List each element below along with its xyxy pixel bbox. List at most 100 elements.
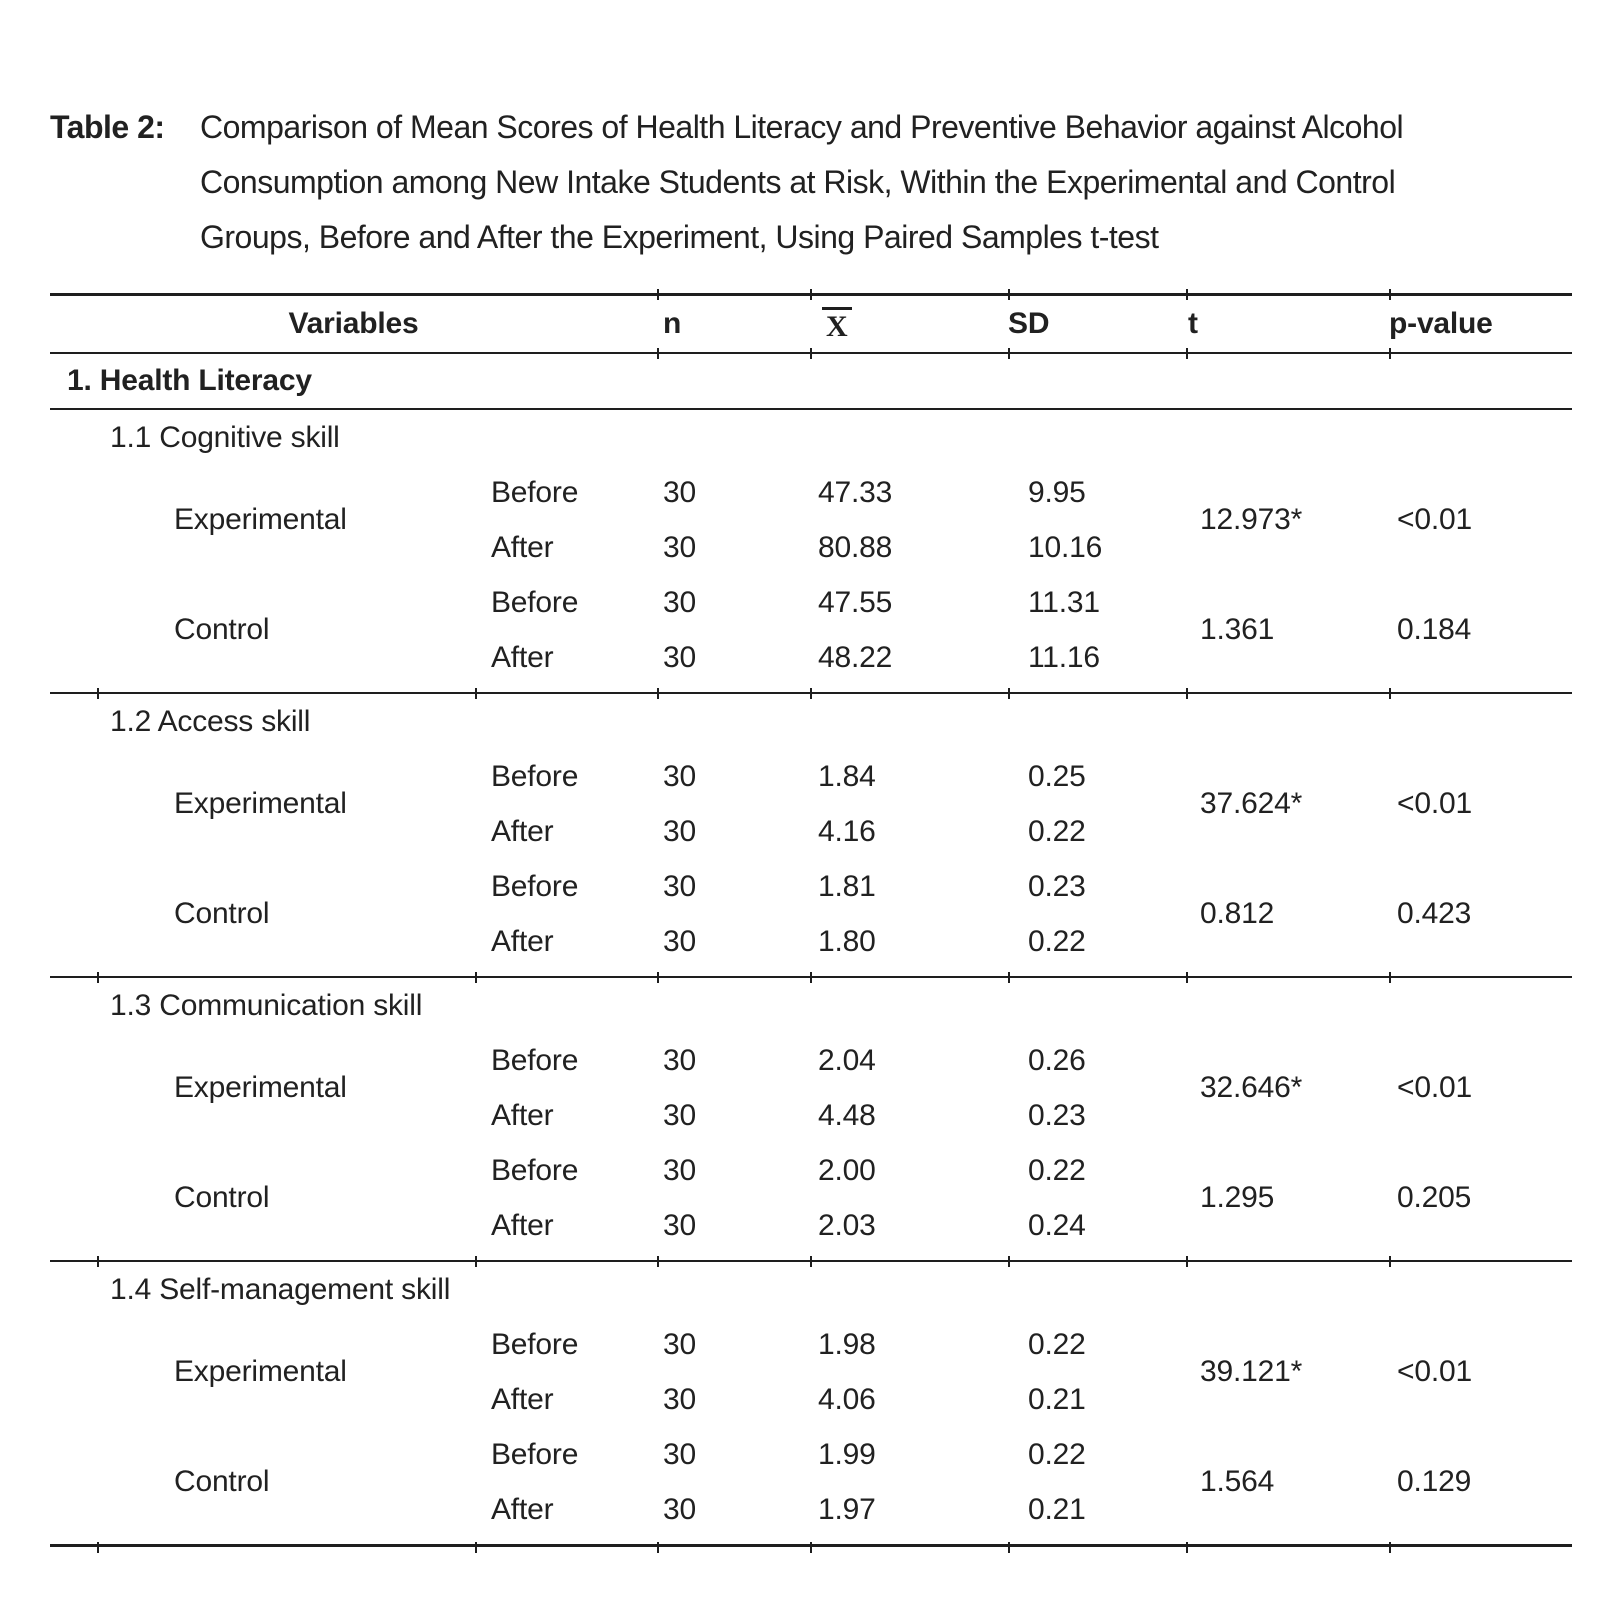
group-label: Control: [174, 1465, 270, 1498]
table-caption: Table 2: Comparison of Mean Scores of He…: [50, 100, 1620, 265]
sd-cell: 0.23: [1028, 1098, 1086, 1132]
mean-cell: 47.55: [818, 585, 893, 619]
mean-cell: 1.80: [818, 924, 876, 958]
table-row: After 30 80.88 10.16: [50, 520, 1572, 575]
sd-cell: 0.22: [1028, 814, 1086, 848]
p-cell: 0.423: [1397, 897, 1472, 930]
indent-cell: [50, 1033, 97, 1088]
indent-cell: [50, 575, 97, 630]
table-row: After 30 4.48 0.23: [50, 1088, 1572, 1143]
t-cell: 12.973*: [1200, 503, 1303, 536]
subsection-row: 1.2 Access skill: [50, 693, 1572, 749]
sd-cell: 0.21: [1028, 1382, 1086, 1416]
subsection-heading: 1.1 Cognitive skill: [110, 420, 340, 454]
time-cell: After: [491, 1098, 554, 1132]
time-cell: Before: [491, 869, 579, 903]
n-cell: 30: [663, 759, 697, 793]
table-row: After 30 48.22 11.16: [50, 630, 1572, 685]
section-rule: [50, 1537, 1573, 1547]
p-cell: <0.01: [1397, 503, 1472, 536]
table-row: After 30 2.03 0.24: [50, 1198, 1572, 1253]
section-rule: [50, 969, 1573, 978]
col-header-mean: X: [810, 294, 1009, 354]
time-cell: After: [491, 1492, 554, 1526]
group-label: Experimental: [174, 503, 347, 536]
indent-cell: [50, 630, 97, 685]
mean-cell: 48.22: [818, 640, 893, 674]
stats-table: Variables n X SD t p-value 1. Health Lit…: [50, 289, 1573, 1553]
sd-cell: 0.22: [1028, 1437, 1086, 1471]
sd-cell: 11.31: [1028, 585, 1100, 619]
table-caption-text: Comparison of Mean Scores of Health Lite…: [200, 100, 1620, 265]
time-cell: Before: [491, 759, 579, 793]
group-label: Control: [174, 613, 270, 646]
sd-cell: 10.16: [1028, 530, 1103, 564]
table-row: Control Before 30 47.55 11.31 1.361 0.18…: [50, 575, 1572, 645]
table-row: Experimental Before 30 1.98 0.22 39.121*…: [50, 1317, 1572, 1387]
n-cell: 30: [663, 475, 697, 509]
time-cell: After: [491, 1382, 554, 1416]
n-cell: 30: [663, 869, 697, 903]
t-cell: 0.812: [1200, 897, 1275, 930]
sd-cell: 0.22: [1028, 1327, 1086, 1361]
mean-cell: 80.88: [818, 530, 893, 564]
col-header-variables: Variables: [50, 294, 658, 354]
mean-cell: 4.06: [818, 1382, 876, 1416]
group-label: Control: [174, 1181, 270, 1214]
n-cell: 30: [663, 1153, 697, 1187]
indent-cell: [50, 1482, 97, 1537]
mean-cell: 1.81: [818, 869, 876, 903]
indent-cell: [50, 1198, 97, 1253]
n-cell: 30: [663, 814, 697, 848]
t-cell: 1.361: [1200, 613, 1275, 646]
group-label: Control: [174, 897, 270, 930]
table-row: After 30 1.80 0.22: [50, 914, 1572, 969]
caption-line-2: Consumption among New Intake Students at…: [200, 164, 1396, 200]
col-header-t: t: [1186, 294, 1390, 354]
time-cell: Before: [491, 1153, 579, 1187]
indent-cell: [50, 1088, 97, 1143]
n-cell: 30: [663, 1382, 697, 1416]
n-cell: 30: [663, 530, 697, 564]
t-cell: 1.564: [1200, 1465, 1275, 1498]
n-cell: 30: [663, 640, 697, 674]
caption-line-1: Comparison of Mean Scores of Health Lite…: [200, 109, 1404, 145]
table-row: After 30 1.97 0.21: [50, 1482, 1572, 1537]
section-rule: [50, 685, 1573, 694]
mean-cell: 2.03: [818, 1208, 876, 1242]
sd-cell: 0.24: [1028, 1208, 1086, 1242]
table-row: After 30 4.16 0.22: [50, 804, 1572, 859]
t-cell: 1.295: [1200, 1181, 1275, 1214]
time-cell: Before: [491, 1327, 579, 1361]
paired-ttest-table: Variables n X SD t p-value 1. Health Lit…: [50, 293, 1573, 1547]
n-cell: 30: [663, 585, 697, 619]
group-label: Experimental: [174, 1071, 347, 1104]
table-row: Experimental Before 30 47.33 9.95 12.973…: [50, 465, 1572, 535]
subsection-row: 1.1 Cognitive skill: [50, 409, 1572, 465]
indent-cell: [50, 1317, 97, 1372]
sd-cell: 0.21: [1028, 1492, 1086, 1526]
mean-cell: 1.84: [818, 759, 876, 793]
table-row: After 30 4.06 0.21: [50, 1372, 1572, 1427]
col-header-p: p-value: [1389, 294, 1573, 354]
time-cell: After: [491, 640, 554, 674]
p-cell: 0.205: [1397, 1181, 1472, 1214]
time-cell: After: [491, 1208, 554, 1242]
indent-cell: [50, 1372, 97, 1427]
t-cell: 37.624*: [1200, 787, 1303, 820]
table-row: Experimental Before 30 2.04 0.26 32.646*…: [50, 1033, 1572, 1103]
sd-cell: 9.95: [1028, 475, 1086, 509]
time-cell: Before: [491, 475, 579, 509]
table-row: Control Before 30 1.99 0.22 1.564 0.129: [50, 1427, 1572, 1497]
n-cell: 30: [663, 1327, 697, 1361]
indent-cell: [50, 1427, 97, 1482]
p-cell: <0.01: [1397, 1071, 1472, 1104]
mean-cell: 1.97: [818, 1492, 876, 1526]
indent-cell: [50, 1143, 97, 1198]
n-cell: 30: [663, 1492, 697, 1526]
section-heading: 1. Health Literacy: [50, 353, 1573, 410]
table-row: Experimental Before 30 1.84 0.25 37.624*…: [50, 749, 1572, 819]
time-cell: Before: [491, 585, 579, 619]
mean-cell: 4.16: [818, 814, 876, 848]
t-cell: 32.646*: [1200, 1071, 1303, 1104]
